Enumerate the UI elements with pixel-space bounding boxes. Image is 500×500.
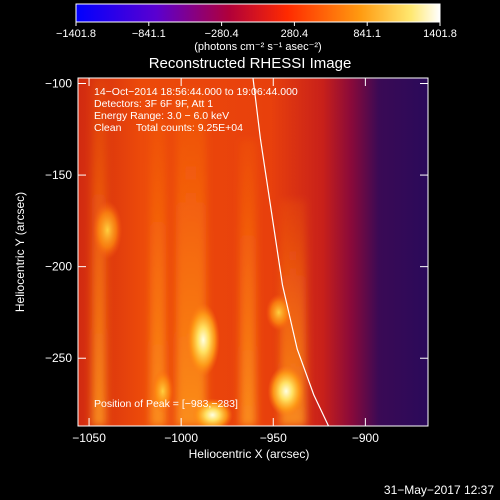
colorbar-ticks: −1401.8 −841.1 −280.4 280.4 841.1 1401.8 (56, 22, 457, 40)
solar-limb-line (252, 78, 330, 426)
x-tick-label: −1050 (72, 431, 106, 445)
colorbar-tick-label: −841.1 (132, 28, 166, 40)
y-axis-ticks: −100 −150 −200 −250 (45, 76, 428, 365)
y-tick-label: −150 (45, 168, 72, 182)
hot-spot (265, 294, 292, 331)
colorbar-tick-label: 280.4 (281, 28, 309, 40)
annotation-time-range: 14−Oct−2014 18:56:44.000 to 19:06:44.000 (94, 86, 298, 98)
x-tick-label: −1000 (164, 431, 198, 445)
heatmap-image (78, 78, 428, 426)
heatmap-stripe (240, 140, 256, 426)
annotation-energy-range: Energy Range: 3.0 − 6.0 keV (94, 110, 229, 122)
plot-frame (77, 77, 429, 427)
hot-spot (192, 398, 233, 426)
x-axis-label: Heliocentric X (arcsec) (189, 447, 310, 461)
hot-spot (186, 303, 220, 377)
colorbar-unit: (photons cm⁻² s⁻¹ asec⁻²) (194, 41, 321, 53)
x-axis-ticks: −1050 −1000 −950 −900 (72, 78, 379, 445)
y-tick-label: −250 (45, 351, 72, 365)
colorbar-tick-label: −280.4 (205, 28, 239, 40)
hot-spot (92, 200, 123, 260)
y-axis-label: Heliocentric Y (arcsec) (13, 192, 27, 312)
x-tick-label: −950 (260, 431, 287, 445)
x-tick-label: −900 (352, 431, 379, 445)
hot-spot (151, 369, 174, 414)
y-tick-label: −100 (45, 76, 72, 90)
footer-timestamp: 31−May−2017 12:37 (384, 483, 494, 497)
hot-spots (92, 200, 305, 426)
peak-position-label: Position of Peak = [−983,−283] (94, 398, 238, 410)
colorbar-tick-label: 1401.8 (423, 28, 457, 40)
heatmap-stripe (150, 120, 166, 426)
chart-title: Reconstructed RHESSI Image (149, 55, 352, 72)
annotation-detectors: Detectors: 3F 6F 9F, Att 1 (94, 98, 213, 110)
annotation-counts: Clean Total counts: 9.25E+04 (94, 122, 243, 134)
observation-info: 14−Oct−2014 18:56:44.000 to 19:06:44.000… (94, 86, 298, 134)
colorbar (75, 3, 441, 23)
colorbar-tick-label: 841.1 (353, 28, 381, 40)
hot-spot (267, 365, 305, 417)
colorbar-tick-label: −1401.8 (56, 28, 96, 40)
y-tick-label: −200 (45, 260, 72, 274)
